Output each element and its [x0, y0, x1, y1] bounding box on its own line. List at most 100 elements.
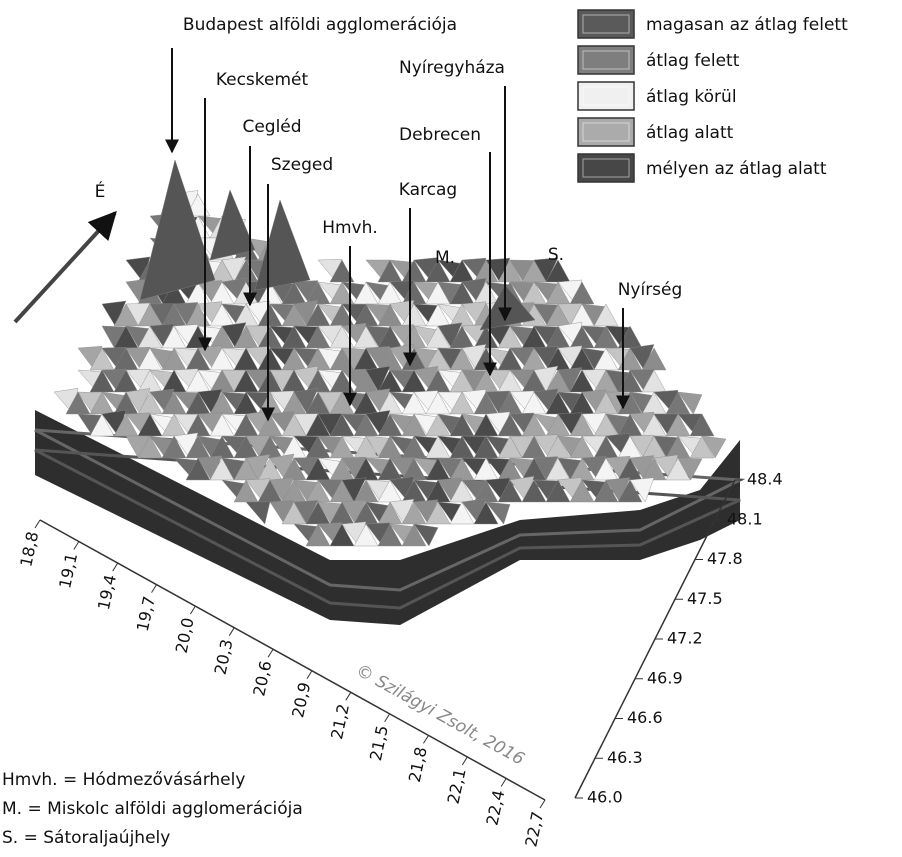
x-tick [306, 670, 313, 680]
x-tick-label: 22,7 [521, 810, 547, 849]
x-tick [267, 648, 274, 658]
x-tick-label: 19,4 [94, 573, 120, 612]
terrain-facet [533, 257, 559, 283]
y-tick-label: 46.9 [647, 668, 683, 687]
terrain-facet [365, 365, 391, 393]
terrain-facet [245, 454, 271, 481]
legend-swatch [577, 81, 635, 111]
y-tick-label: 47.5 [687, 589, 723, 608]
y-tick-label: 48.4 [747, 470, 783, 489]
legend-swatch [577, 9, 635, 39]
legend-swatch [577, 153, 635, 183]
terrain-facet [293, 388, 319, 415]
legend-swatch-bevel [582, 14, 630, 34]
annotation: Debrecen [399, 125, 481, 145]
x-tick-label: 19,7 [133, 594, 159, 633]
y-tick-label: 47.8 [707, 549, 743, 568]
x-tick-label: 21,5 [366, 724, 392, 763]
terrain-facet [641, 457, 667, 481]
annotation: É [95, 180, 106, 202]
terrain-facet [185, 457, 211, 481]
terrain-facet [533, 456, 559, 481]
terrain-facet [377, 523, 403, 547]
x-tick-label: 22,1 [444, 767, 470, 806]
terrain-facet [677, 391, 703, 415]
x-tick-label: 20,9 [288, 681, 314, 720]
terrain-facet [329, 523, 355, 547]
annotation: Nyírség [618, 280, 683, 300]
annotation: Nyíregyháza [399, 58, 505, 78]
north-arrow [13, 210, 117, 324]
legend-label: magasan az átlag felett [646, 15, 848, 35]
x-tick-label: 20,6 [249, 659, 275, 698]
terrain-facet [629, 477, 655, 503]
terrain-facet [449, 501, 475, 525]
terrain-facet [497, 479, 523, 503]
terrain-facet [473, 501, 499, 525]
x-tick [423, 735, 429, 744]
legend-swatch [577, 117, 635, 147]
terrain-peak [139, 159, 216, 301]
terrain-facet [245, 501, 271, 525]
terrain [34, 159, 746, 625]
legend-label: átlag alatt [646, 123, 734, 143]
annotation: S. [548, 245, 564, 265]
x-axis [39, 519, 546, 801]
terrain-facet [665, 457, 691, 481]
terrain-facet [557, 367, 583, 393]
terrain-facet [353, 523, 379, 547]
x-tick-label: 18,8 [16, 530, 42, 569]
x-tick [539, 799, 546, 809]
terrain-facet [533, 365, 559, 393]
footnote: M. = Miskolc alföldi agglomerációja [2, 799, 303, 819]
x-tick-label: 20,3 [211, 638, 237, 677]
x-tick-label: 21,2 [327, 702, 353, 741]
terrain-layer [34, 448, 741, 610]
legend-label: mélyen az átlag alatt [646, 159, 827, 179]
x-tick [73, 541, 80, 550]
terrain-facet [701, 435, 727, 459]
terrain-facet [425, 501, 451, 525]
y-tick-label: 46.0 [587, 788, 623, 807]
legend-swatch-bevel [582, 50, 630, 70]
terrain-facet [677, 457, 703, 481]
y-tick-label: 46.3 [607, 748, 643, 767]
x-tick [461, 756, 468, 766]
legend-swatch [577, 45, 635, 75]
terrain-facet [401, 523, 427, 547]
x-tick [228, 627, 235, 636]
x-tick [34, 519, 41, 529]
terrain-facet [689, 435, 715, 459]
annotation: Budapest alföldi agglomerációja [183, 15, 457, 35]
terrain-facet [545, 479, 571, 503]
x-tick [189, 605, 196, 615]
x-tick-label: 21,8 [405, 745, 431, 784]
terrain-facet [569, 479, 595, 503]
terrain-facet [413, 523, 439, 547]
legend-label: átlag felett [646, 51, 740, 71]
x-tick [345, 692, 352, 701]
terrain-facet [341, 477, 367, 503]
annotation: Hmvh. [322, 218, 378, 238]
y-tick-label: 46.6 [627, 708, 663, 727]
legend-swatch-bevel [582, 158, 630, 178]
x-tick-label: 22,4 [482, 788, 508, 827]
terrain-facet [221, 256, 247, 283]
x-tick [500, 778, 507, 787]
x-tick-label: 19,1 [55, 551, 81, 590]
annotation: Cegléd [242, 117, 301, 137]
y-tick-label: 48.1 [727, 509, 763, 528]
x-tick [112, 562, 119, 572]
annotation: Kecskemét [216, 70, 309, 90]
terrain-facet [593, 479, 619, 503]
footnote: S. = Sátoraljaújhely [2, 828, 170, 848]
terrain-facet [617, 479, 643, 503]
terrain-facet [89, 413, 115, 437]
terrain-side [35, 410, 740, 625]
terrain-peak [209, 189, 256, 261]
x-tick [384, 713, 391, 723]
x-tick-label: 20,0 [172, 616, 198, 655]
legend-label: átlag körül [646, 87, 737, 107]
annotation: M. [435, 248, 455, 268]
